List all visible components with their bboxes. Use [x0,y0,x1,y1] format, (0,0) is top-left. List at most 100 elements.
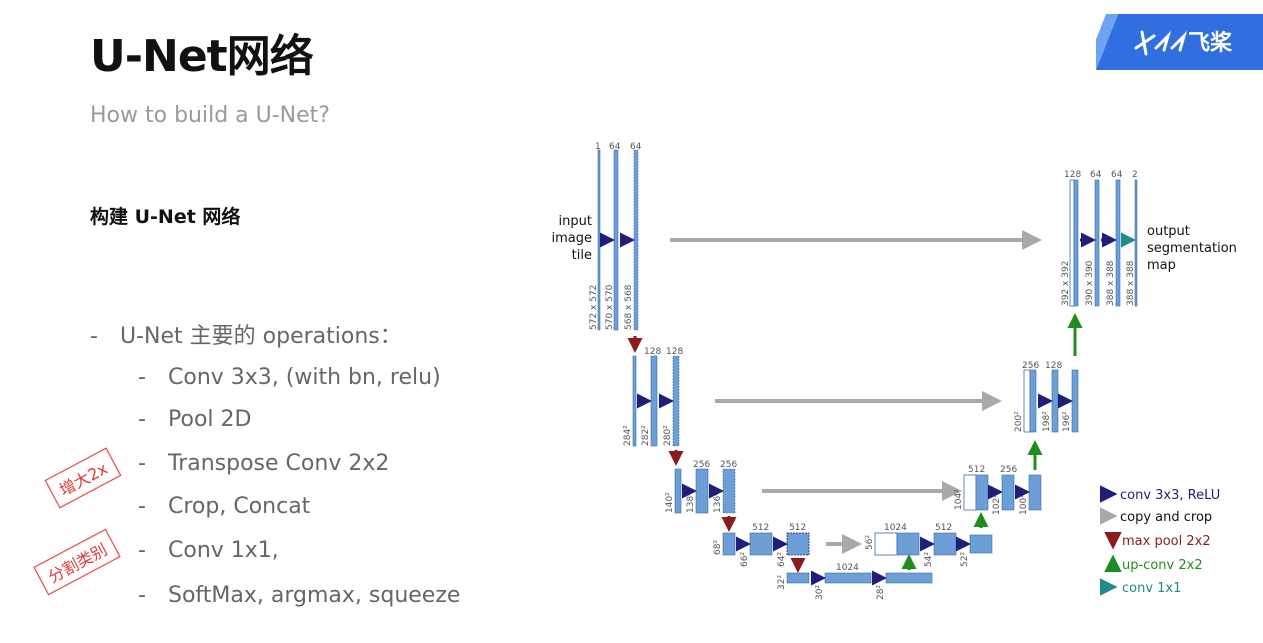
size-label: 104² [954,489,964,510]
dash: - [90,324,98,349]
channel-label: 512 [752,523,769,533]
output-label-line: map [1147,258,1176,273]
section-heading: 构建 U-Net 网络 [90,206,241,228]
stamp-upscale: 增大2x [44,447,122,509]
feature-map-block [1001,474,1015,511]
channel-label: 64 [1111,170,1123,180]
op-label: Transpose Conv 2x2 [168,451,390,476]
op-item: - SoftMax, argmax, squeeze [138,583,460,608]
feature-map-block [1029,369,1037,433]
feature-map-block [896,532,920,556]
channel-label: 512 [968,465,985,475]
size-label: 570 x 570 [605,284,615,330]
op-label: Crop, Concat [168,494,311,519]
size-label: 572 x 572 [589,285,599,330]
ops-header-row: - U-Net 主要的 operations： [90,318,402,350]
input-label-line: input [559,214,592,229]
slide-title: U-Net网络 [90,31,314,82]
feature-map-block [1071,369,1079,433]
feature-map-block [722,468,736,514]
channel-label: 1024 [836,563,859,573]
size-label: 140² [665,492,675,513]
legend-label: max pool 2x2 [1122,534,1211,549]
channel-label: 256 [693,460,710,470]
level4-decoder: 1024 512 56² 54² 52² [865,523,993,567]
feature-map-block [969,534,993,554]
size-label: 68² [713,540,723,555]
size-label: 200² [1014,411,1024,432]
feature-map-block [1073,179,1079,307]
size-label: 282² [641,425,651,446]
output-label-line: segmentation [1147,241,1237,256]
size-label: 102² [992,494,1002,515]
op-item: - Transpose Conv 2x2 [138,451,389,476]
cropped-feature-block [874,532,898,556]
level4-encoder: 512 512 68² 66² 64² [713,523,810,567]
op-label: Pool 2D [168,407,252,432]
size-label: 66² [740,552,750,567]
cropped-feature-block [1023,369,1031,433]
channel-label: 256 [720,460,737,470]
size-label: 388 x 388 [1126,260,1136,306]
ops-header: U-Net 主要的 operations： [120,324,402,349]
channel-label: 512 [935,523,952,533]
size-label: 64² [777,552,787,567]
slide-subtitle: How to build a U-Net? [90,103,330,128]
channel-label: 512 [789,523,806,533]
channel-label: 128 [1064,170,1081,180]
stamp-classes: 分割类别 [33,528,121,596]
input-label-line: image [552,231,593,246]
op-item: - Pool 2D [138,407,251,432]
channel-label: 64 [609,142,621,152]
legend-label: conv 1x1 [1122,581,1181,596]
logo-text: 飞桨 [1188,30,1233,56]
dash: - [138,538,146,563]
op-label: Conv 3x3, (with bn, relu) [168,365,441,390]
legend-label: up-conv 2x2 [1122,558,1203,573]
op-item: - Crop, Concat [138,494,310,519]
legend-label: conv 3x3, ReLU [1120,488,1220,503]
feature-map-block [975,474,989,511]
feature-map-block [722,532,736,556]
dash: - [138,407,146,432]
size-label: 32² [777,575,787,590]
size-label: 568 x 568 [624,284,634,330]
input-label-line: tile [572,248,592,263]
channel-label: 64 [1090,170,1102,180]
output-label: output segmentation map [1147,224,1237,273]
feature-map-block [1094,179,1100,307]
paddle-mark-icon [1134,30,1188,56]
size-label: 284² [623,425,633,446]
input-label: input image tile [552,214,593,263]
dash: - [138,494,146,519]
size-label: 390 x 390 [1085,260,1095,306]
feature-map-block [633,149,639,331]
size-label: 196² [1062,411,1072,432]
cropped-feature-block [963,474,977,511]
feature-map-block [786,532,810,556]
channel-label: 64 [630,142,642,152]
feature-map-block [674,468,682,514]
feature-map-block [695,468,709,514]
channel-label: 2 [1132,170,1138,180]
channel-label: 128 [644,347,661,357]
output-label-line: output [1147,224,1190,239]
op-item: - Conv 3x3, (with bn, relu) [138,365,441,390]
bottleneck: 1024 32² 30² 28² [777,563,933,600]
size-label: 280² [663,425,673,446]
size-label: 30² [815,585,825,600]
size-label: 56² [865,535,875,550]
feature-map-block [632,355,637,447]
size-label: 54² [924,552,934,567]
level1-encoder: 1 64 64 572 x 572 570 x 570 568 x 568 [589,142,642,331]
dash: - [138,451,146,476]
feature-map-block [885,572,933,584]
channel-label: 1 [595,142,601,152]
feature-map-block [672,355,680,447]
size-label: 388 x 388 [1106,260,1116,306]
level2-encoder: 128 128 284² 282² 280² [623,347,683,447]
size-label: 138² [686,492,696,513]
feature-map-block [1028,474,1042,511]
feature-map-block [1051,369,1059,433]
legend-label: copy and crop [1120,510,1212,525]
